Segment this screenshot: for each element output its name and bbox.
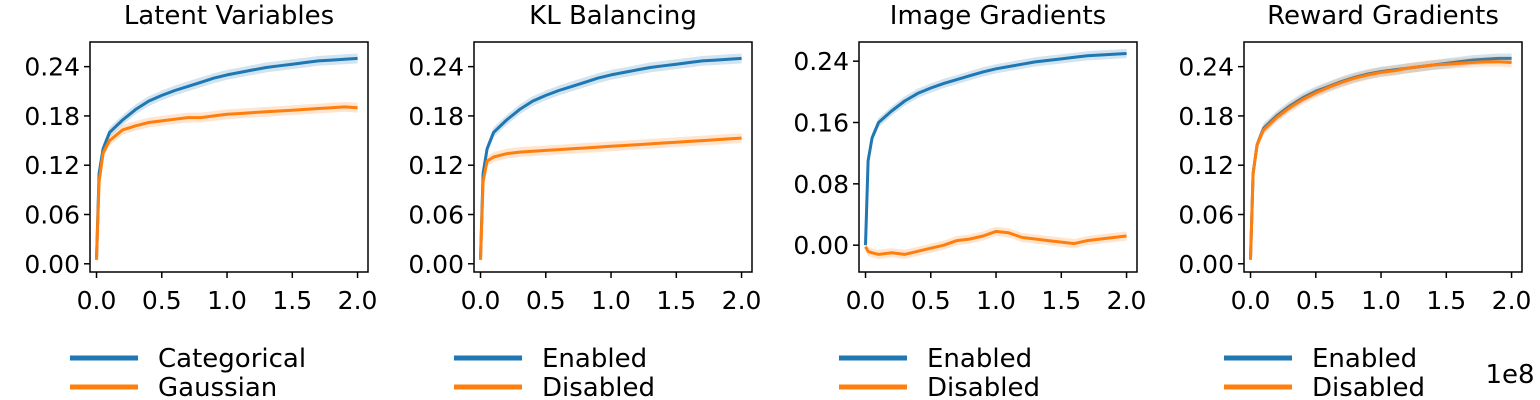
x-tick-label: 2.0 (338, 286, 378, 315)
x-tick-label: 0.0 (461, 286, 501, 315)
series-band (96, 53, 358, 265)
x-tick-label: 0.5 (526, 286, 566, 315)
legend-label: Disabled (1312, 373, 1425, 400)
plot-frame (1243, 41, 1523, 273)
x-tick-label: 2.0 (1107, 286, 1147, 315)
legend-label: Enabled (1312, 344, 1417, 374)
x-tick-label: 0.0 (77, 286, 117, 315)
chart-title: Latent Variables (124, 1, 334, 31)
y-tick-label: 0.24 (408, 53, 464, 82)
series-line (479, 56, 742, 260)
x-tick-label: 1.0 (207, 286, 247, 315)
x-tick-label: 1.5 (1426, 286, 1466, 315)
y-tick-label: 0.24 (1178, 53, 1234, 82)
legend-label: Gaussian (158, 373, 277, 400)
x-tick-label: 1.5 (272, 286, 312, 315)
legend-label: Categorical (158, 344, 306, 374)
series-band (865, 226, 1127, 259)
y-tick-label: 0.12 (408, 151, 464, 180)
y-tick-label: 0.06 (24, 201, 80, 230)
plot-frame (858, 41, 1138, 273)
y-tick-label: 0.24 (793, 47, 849, 76)
x-scale-note: 1e8 (1485, 360, 1534, 390)
x-tick-label: 2.0 (1492, 286, 1532, 315)
legend-label: Disabled (927, 373, 1040, 400)
y-tick-label: 0.16 (793, 109, 849, 138)
legend-label: Enabled (927, 344, 1032, 374)
series-line (1249, 60, 1512, 260)
series-band (1250, 56, 1512, 265)
y-tick-label: 0.24 (24, 53, 80, 82)
y-tick-label: 0.00 (24, 250, 80, 279)
y-tick-label: 0.18 (24, 102, 80, 131)
x-tick-label: 0.0 (1231, 286, 1271, 315)
series-line (95, 105, 358, 260)
y-tick-label: 0.00 (408, 250, 464, 279)
x-tick-label: 1.0 (976, 286, 1016, 315)
chart-title: KL Balancing (529, 1, 697, 31)
x-tick-label: 0.5 (911, 286, 951, 315)
series-band (865, 48, 1127, 250)
series-line (864, 52, 1127, 246)
y-tick-label: 0.06 (1178, 201, 1234, 230)
y-tick-label: 0.12 (1178, 151, 1234, 180)
y-tick-label: 0.18 (1178, 102, 1234, 131)
series-band (1250, 53, 1512, 265)
y-tick-label: 0.00 (1178, 250, 1234, 279)
series-line (95, 56, 358, 260)
x-tick-label: 1.0 (1361, 286, 1401, 315)
legend-label: Disabled (542, 373, 655, 400)
y-tick-label: 0.18 (408, 102, 464, 131)
series-band (480, 53, 742, 265)
x-tick-label: 2.0 (722, 286, 762, 315)
plot-frame (473, 41, 753, 273)
series-line (479, 136, 742, 260)
x-tick-label: 1.5 (1041, 286, 1081, 315)
x-tick-label: 0.5 (142, 286, 182, 315)
y-tick-label: 0.06 (408, 201, 464, 230)
x-tick-label: 0.0 (846, 286, 886, 315)
plot-frame (89, 41, 369, 273)
y-tick-label: 0.00 (793, 231, 849, 260)
series-line (864, 229, 1127, 256)
chart-title: Image Gradients (890, 1, 1106, 31)
series-line (1249, 56, 1512, 260)
chart-title: Reward Gradients (1267, 1, 1499, 31)
x-tick-label: 0.5 (1296, 286, 1336, 315)
legend-label: Enabled (542, 344, 647, 374)
y-tick-label: 0.12 (24, 151, 80, 180)
y-tick-label: 0.08 (793, 170, 849, 199)
x-tick-label: 1.0 (591, 286, 631, 315)
x-tick-label: 1.5 (656, 286, 696, 315)
